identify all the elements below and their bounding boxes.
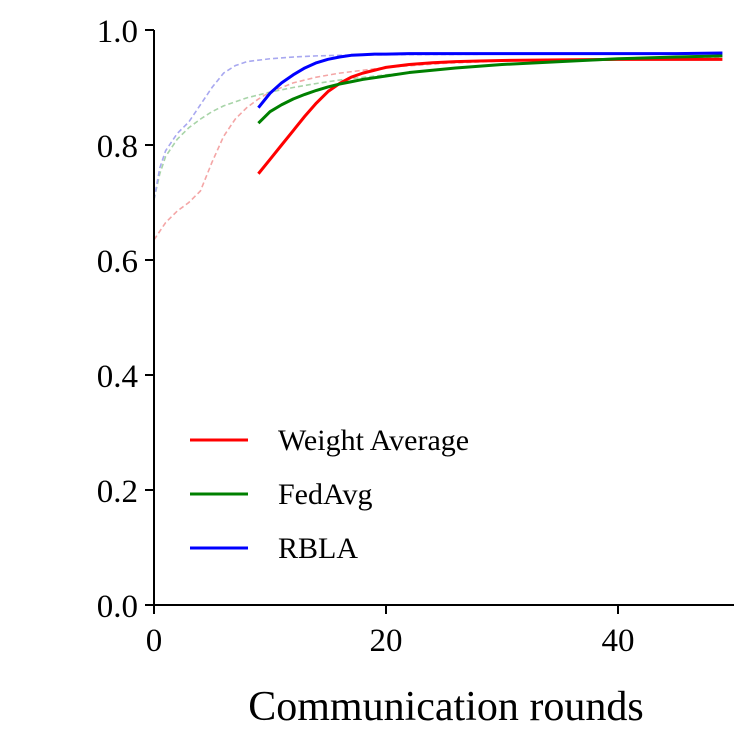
x-axis-title: Communication rounds — [248, 684, 643, 730]
legend-label: FedAvg — [278, 478, 372, 511]
x-tick-label: 40 — [602, 623, 635, 659]
y-ticks: 0.0 0.2 0.4 0.6 0.8 1.0 — [97, 14, 154, 625]
x-ticks: 0 20 40 — [146, 605, 635, 659]
axes-layer — [153, 30, 734, 606]
y-tick-label: 0.2 — [97, 474, 138, 510]
series-line-weight-average — [257, 57, 723, 175]
y-tick-label: 0.0 — [97, 589, 138, 625]
faint-series-layer — [153, 52, 723, 241]
series-layer — [257, 51, 723, 175]
series-line-fedavg — [257, 54, 723, 125]
x-tick-label: 0 — [146, 623, 163, 659]
legend-label: Weight Average — [278, 424, 469, 457]
faint-series-line-2 — [153, 52, 723, 200]
x-tick-label: 20 — [370, 623, 403, 659]
faint-series-line-0 — [153, 56, 723, 241]
legend-label: RBLA — [278, 532, 358, 565]
y-tick-label: 1.0 — [97, 14, 138, 50]
y-tick-label: 0.6 — [97, 244, 138, 280]
y-tick-label: 0.4 — [97, 359, 138, 395]
series-line-rbla — [257, 51, 723, 109]
faint-series-line-1 — [153, 55, 723, 200]
y-tick-label: 0.8 — [97, 129, 138, 165]
legend: Weight Average FedAvg RBLA — [190, 424, 469, 565]
